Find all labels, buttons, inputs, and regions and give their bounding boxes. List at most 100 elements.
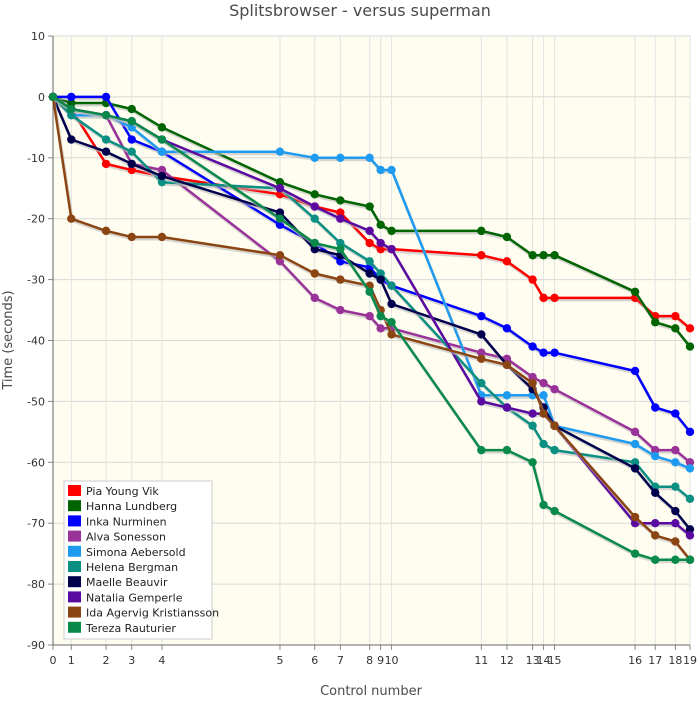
series-point[interactable] xyxy=(336,208,345,217)
series-point[interactable] xyxy=(651,488,660,497)
series-point[interactable] xyxy=(550,421,559,430)
series-point[interactable] xyxy=(477,348,486,357)
series-point[interactable] xyxy=(528,458,537,467)
series-point[interactable] xyxy=(387,244,396,254)
series-point[interactable] xyxy=(550,348,559,357)
series-point[interactable] xyxy=(101,92,111,102)
series-point[interactable] xyxy=(671,409,680,418)
series-point[interactable] xyxy=(376,220,385,229)
series-point[interactable] xyxy=(651,519,660,528)
series-point[interactable] xyxy=(671,555,680,564)
series-point[interactable] xyxy=(336,275,345,284)
series-point[interactable] xyxy=(671,445,680,455)
series-point[interactable] xyxy=(365,269,374,278)
series-point[interactable] xyxy=(685,494,695,504)
series-point[interactable] xyxy=(502,232,512,242)
series-point[interactable] xyxy=(67,104,76,114)
series-point[interactable] xyxy=(651,318,660,327)
series-point[interactable] xyxy=(671,482,680,491)
series-point[interactable] xyxy=(376,324,385,333)
series-point[interactable] xyxy=(376,311,385,321)
series-point[interactable] xyxy=(539,293,548,303)
series-point[interactable] xyxy=(539,391,548,400)
series-point[interactable] xyxy=(365,226,374,236)
series-line[interactable] xyxy=(52,95,691,348)
series-point[interactable] xyxy=(157,165,167,175)
series-point[interactable] xyxy=(502,324,512,333)
series-point[interactable] xyxy=(365,311,374,321)
series-point[interactable] xyxy=(157,177,167,187)
series-point[interactable] xyxy=(127,135,136,144)
series-point[interactable] xyxy=(671,519,680,528)
series-point[interactable] xyxy=(671,506,680,516)
series-point[interactable] xyxy=(630,512,640,522)
series-point[interactable] xyxy=(550,385,559,394)
series-point[interactable] xyxy=(550,251,559,260)
series-point[interactable] xyxy=(387,165,396,175)
series-point[interactable] xyxy=(101,226,111,236)
series-point[interactable] xyxy=(157,171,167,181)
series-point[interactable] xyxy=(387,281,396,290)
series-point[interactable] xyxy=(685,324,695,333)
series-point[interactable] xyxy=(101,135,111,144)
series-point[interactable] xyxy=(671,324,680,333)
series-point[interactable] xyxy=(630,439,640,449)
series-point[interactable] xyxy=(539,348,548,357)
series-point[interactable] xyxy=(310,153,319,162)
series-point[interactable] xyxy=(127,104,136,114)
series-point[interactable] xyxy=(539,500,548,510)
series-point[interactable] xyxy=(651,403,660,412)
series-point[interactable] xyxy=(336,244,345,254)
series-point[interactable] xyxy=(550,445,559,455)
series-point[interactable] xyxy=(651,555,660,564)
series-point[interactable] xyxy=(310,293,319,303)
series-point[interactable] xyxy=(336,238,345,248)
series-point[interactable] xyxy=(528,275,537,284)
series-point[interactable] xyxy=(127,117,136,126)
series-point[interactable] xyxy=(528,421,537,430)
series-point[interactable] xyxy=(550,293,559,303)
series-point[interactable] xyxy=(539,409,548,418)
series-point[interactable] xyxy=(477,251,486,260)
series-point[interactable] xyxy=(685,458,695,467)
series-point[interactable] xyxy=(502,403,512,412)
series-point[interactable] xyxy=(310,244,319,254)
series-point[interactable] xyxy=(310,269,319,278)
series-point[interactable] xyxy=(275,208,285,217)
series-point[interactable] xyxy=(528,342,537,351)
series-point[interactable] xyxy=(477,311,486,321)
series-point[interactable] xyxy=(336,153,345,162)
series-point[interactable] xyxy=(67,92,76,102)
series-point[interactable] xyxy=(157,232,167,242)
series-point[interactable] xyxy=(387,299,396,309)
series-point[interactable] xyxy=(539,378,548,388)
series-point[interactable] xyxy=(630,458,640,467)
series-point[interactable] xyxy=(477,354,486,363)
series-point[interactable] xyxy=(310,202,319,211)
series-point[interactable] xyxy=(157,147,167,156)
series-point[interactable] xyxy=(101,159,111,169)
series-point[interactable] xyxy=(630,549,640,558)
series-point[interactable] xyxy=(477,445,486,455)
series-point[interactable] xyxy=(275,177,285,187)
series-point[interactable] xyxy=(101,110,111,120)
series-point[interactable] xyxy=(539,439,548,449)
series-point[interactable] xyxy=(528,251,537,260)
series-point[interactable] xyxy=(630,366,640,376)
series-point[interactable] xyxy=(671,458,680,467)
series-point[interactable] xyxy=(685,342,695,351)
series-point[interactable] xyxy=(365,287,374,296)
series-point[interactable] xyxy=(528,372,537,382)
series-point[interactable] xyxy=(387,330,396,339)
series-point[interactable] xyxy=(685,531,695,540)
series-point[interactable] xyxy=(651,452,660,461)
series-point[interactable] xyxy=(365,257,374,266)
series-point[interactable] xyxy=(127,232,136,242)
series-point[interactable] xyxy=(376,238,385,248)
series-point[interactable] xyxy=(67,98,76,108)
series-point[interactable] xyxy=(275,184,285,193)
series-point[interactable] xyxy=(630,287,640,296)
series-point[interactable] xyxy=(336,196,345,205)
series-point[interactable] xyxy=(477,330,486,339)
series-point[interactable] xyxy=(477,397,486,406)
